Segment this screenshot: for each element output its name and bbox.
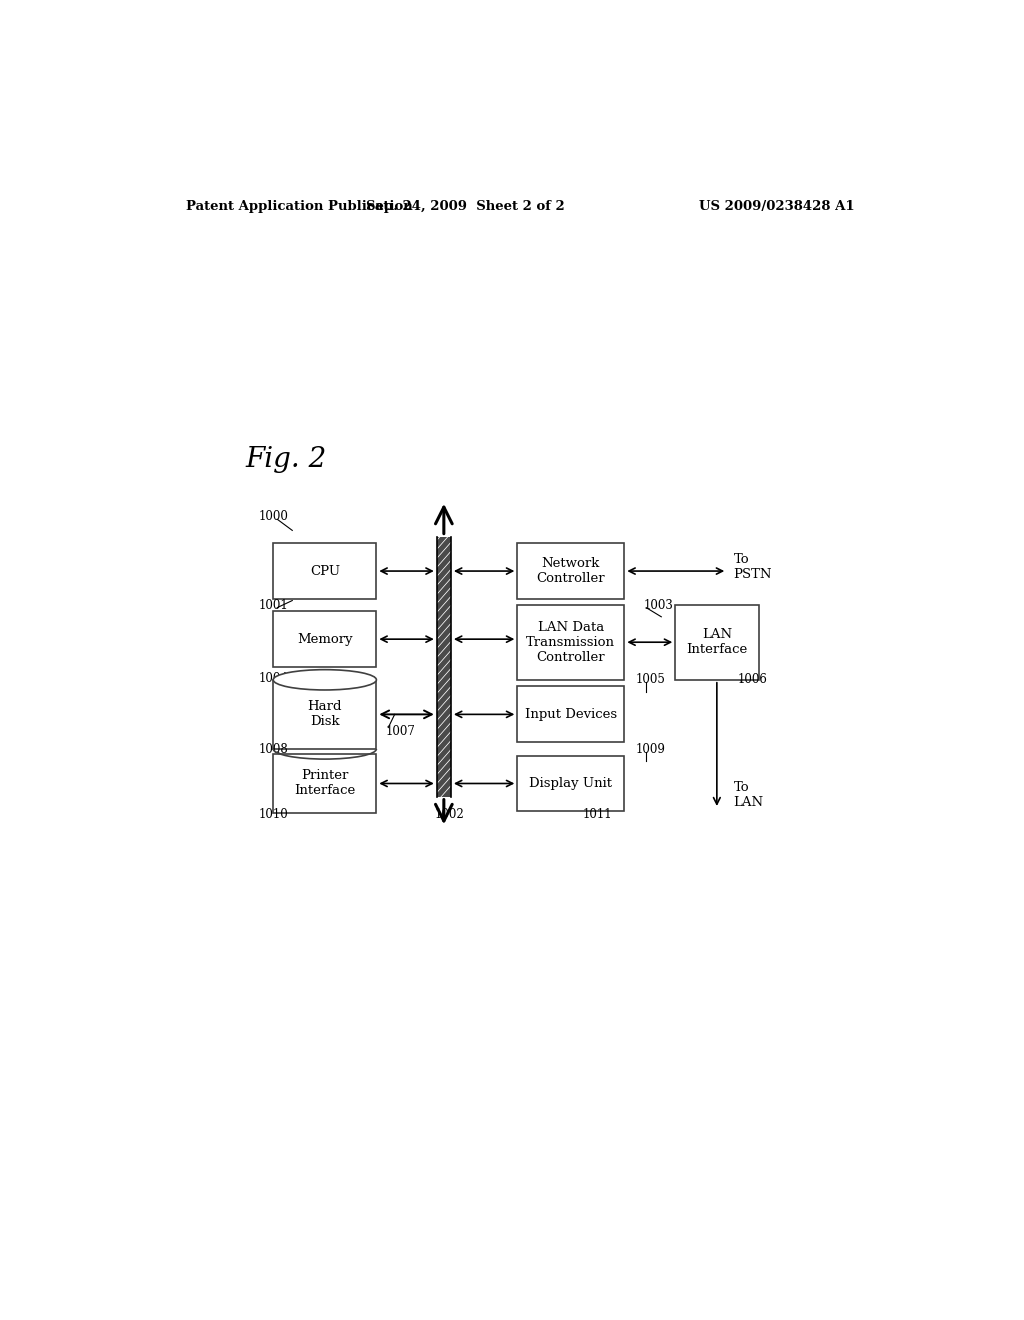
Text: 1006: 1006	[737, 673, 767, 686]
Bar	[273, 680, 377, 748]
Text: Memory: Memory	[297, 632, 352, 645]
Text: 1010: 1010	[259, 808, 289, 821]
Text: Hard
Disk: Hard Disk	[307, 701, 342, 729]
Text: To
PSTN: To PSTN	[733, 553, 772, 581]
Bar	[436, 536, 451, 797]
Ellipse shape	[273, 669, 377, 690]
Text: Patent Application Publication: Patent Application Publication	[186, 199, 413, 213]
Text: Printer
Interface: Printer Interface	[294, 770, 355, 797]
Bar	[517, 543, 625, 599]
Bar	[517, 686, 625, 742]
Bar	[273, 543, 377, 599]
Text: 1001: 1001	[259, 599, 289, 612]
Text: 1009: 1009	[636, 743, 666, 756]
Text: US 2009/0238428 A1: US 2009/0238428 A1	[699, 199, 855, 213]
Bar	[517, 755, 625, 812]
Text: 1005: 1005	[636, 673, 666, 686]
Text: 1004: 1004	[259, 672, 289, 685]
Text: To
LAN: To LAN	[733, 780, 764, 809]
Text: LAN Data
Transmission
Controller: LAN Data Transmission Controller	[526, 620, 615, 664]
Text: Input Devices: Input Devices	[524, 708, 616, 721]
Bar	[517, 605, 625, 680]
Bar	[273, 754, 377, 813]
Text: Fig. 2: Fig. 2	[246, 446, 327, 473]
Text: 1011: 1011	[583, 808, 612, 821]
Text: CPU: CPU	[309, 565, 340, 578]
Bar	[675, 605, 759, 680]
Text: 1008: 1008	[259, 743, 289, 756]
Bar	[273, 611, 377, 667]
Text: Sep. 24, 2009  Sheet 2 of 2: Sep. 24, 2009 Sheet 2 of 2	[366, 199, 564, 213]
Text: Network
Controller: Network Controller	[537, 557, 605, 585]
Ellipse shape	[273, 669, 377, 690]
Text: Display Unit: Display Unit	[529, 777, 612, 789]
Text: 1007: 1007	[385, 725, 415, 738]
Text: LAN
Interface: LAN Interface	[686, 628, 748, 656]
Text: 1002: 1002	[434, 808, 464, 821]
Text: 1000: 1000	[259, 510, 289, 523]
Text: 1003: 1003	[644, 599, 674, 612]
